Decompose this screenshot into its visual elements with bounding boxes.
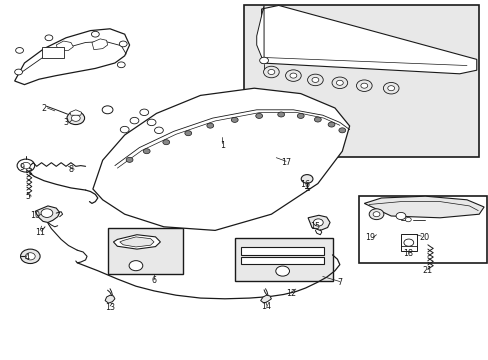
Circle shape xyxy=(129,261,142,271)
Polygon shape xyxy=(364,196,483,218)
Circle shape xyxy=(356,80,371,91)
Bar xyxy=(240,247,323,255)
Text: 14: 14 xyxy=(261,302,271,311)
Circle shape xyxy=(143,149,150,154)
Circle shape xyxy=(311,77,318,82)
Circle shape xyxy=(126,157,133,162)
Circle shape xyxy=(331,77,347,89)
Text: 17: 17 xyxy=(281,158,290,167)
Bar xyxy=(41,47,63,58)
Circle shape xyxy=(102,106,113,114)
Circle shape xyxy=(277,112,284,117)
Circle shape xyxy=(368,209,383,220)
Polygon shape xyxy=(35,206,60,222)
Circle shape xyxy=(154,127,163,134)
Text: 4: 4 xyxy=(24,253,29,262)
Circle shape xyxy=(259,57,268,64)
Text: 5: 5 xyxy=(26,192,31,201)
Circle shape xyxy=(297,113,304,118)
Polygon shape xyxy=(56,41,73,51)
Text: 9: 9 xyxy=(20,163,24,172)
Circle shape xyxy=(285,70,301,81)
Bar xyxy=(234,238,332,281)
Circle shape xyxy=(275,266,289,276)
Text: 16: 16 xyxy=(300,180,310,189)
Circle shape xyxy=(21,162,30,169)
Bar xyxy=(359,196,486,263)
Circle shape xyxy=(119,41,127,47)
Circle shape xyxy=(314,117,321,122)
Circle shape xyxy=(17,159,35,172)
Circle shape xyxy=(147,119,156,126)
Polygon shape xyxy=(261,5,476,74)
Circle shape xyxy=(25,253,35,260)
Text: 8: 8 xyxy=(68,165,73,174)
Polygon shape xyxy=(307,215,329,230)
Text: 21: 21 xyxy=(422,266,432,275)
Circle shape xyxy=(120,126,129,133)
Text: 18: 18 xyxy=(403,249,412,258)
Circle shape xyxy=(307,74,323,86)
Circle shape xyxy=(206,123,213,128)
Text: 20: 20 xyxy=(419,233,428,242)
Text: 19: 19 xyxy=(365,233,375,242)
Circle shape xyxy=(338,128,345,133)
Circle shape xyxy=(267,69,274,75)
Text: 7: 7 xyxy=(337,278,342,287)
Circle shape xyxy=(130,117,139,124)
Circle shape xyxy=(16,48,23,53)
Circle shape xyxy=(140,109,148,116)
Text: 2: 2 xyxy=(41,104,46,112)
Text: 15: 15 xyxy=(310,222,320,231)
Circle shape xyxy=(67,112,84,125)
Bar xyxy=(240,257,323,264)
Bar xyxy=(107,228,183,274)
Polygon shape xyxy=(260,295,271,303)
Text: 10: 10 xyxy=(30,211,40,220)
Polygon shape xyxy=(15,29,129,85)
Circle shape xyxy=(403,239,413,246)
Text: 1: 1 xyxy=(220,141,224,150)
Circle shape xyxy=(301,175,312,183)
Circle shape xyxy=(20,249,40,264)
Polygon shape xyxy=(93,88,349,230)
Polygon shape xyxy=(113,235,160,249)
Circle shape xyxy=(383,82,398,94)
Circle shape xyxy=(405,217,410,222)
Circle shape xyxy=(360,83,367,88)
Bar xyxy=(244,5,478,157)
Circle shape xyxy=(387,86,394,91)
Polygon shape xyxy=(105,295,115,303)
Text: 3: 3 xyxy=(63,118,68,127)
Circle shape xyxy=(336,80,343,85)
Circle shape xyxy=(45,35,53,41)
Polygon shape xyxy=(256,5,264,63)
Circle shape xyxy=(163,140,169,145)
Text: 6: 6 xyxy=(151,276,156,285)
Circle shape xyxy=(289,73,296,78)
Circle shape xyxy=(91,31,99,37)
Text: 13: 13 xyxy=(105,303,115,312)
Text: 11: 11 xyxy=(35,228,45,237)
Circle shape xyxy=(117,62,125,68)
Polygon shape xyxy=(120,237,154,247)
Circle shape xyxy=(263,66,279,78)
Circle shape xyxy=(255,113,262,118)
Circle shape xyxy=(231,117,238,122)
Circle shape xyxy=(327,122,334,127)
Bar xyxy=(400,234,416,251)
Circle shape xyxy=(313,219,323,226)
Circle shape xyxy=(184,131,191,136)
Polygon shape xyxy=(92,39,107,50)
Polygon shape xyxy=(70,110,81,115)
Circle shape xyxy=(71,115,80,121)
Circle shape xyxy=(395,212,405,220)
Circle shape xyxy=(41,209,53,217)
Circle shape xyxy=(15,69,22,75)
Text: 12: 12 xyxy=(285,289,295,298)
Circle shape xyxy=(372,212,379,217)
